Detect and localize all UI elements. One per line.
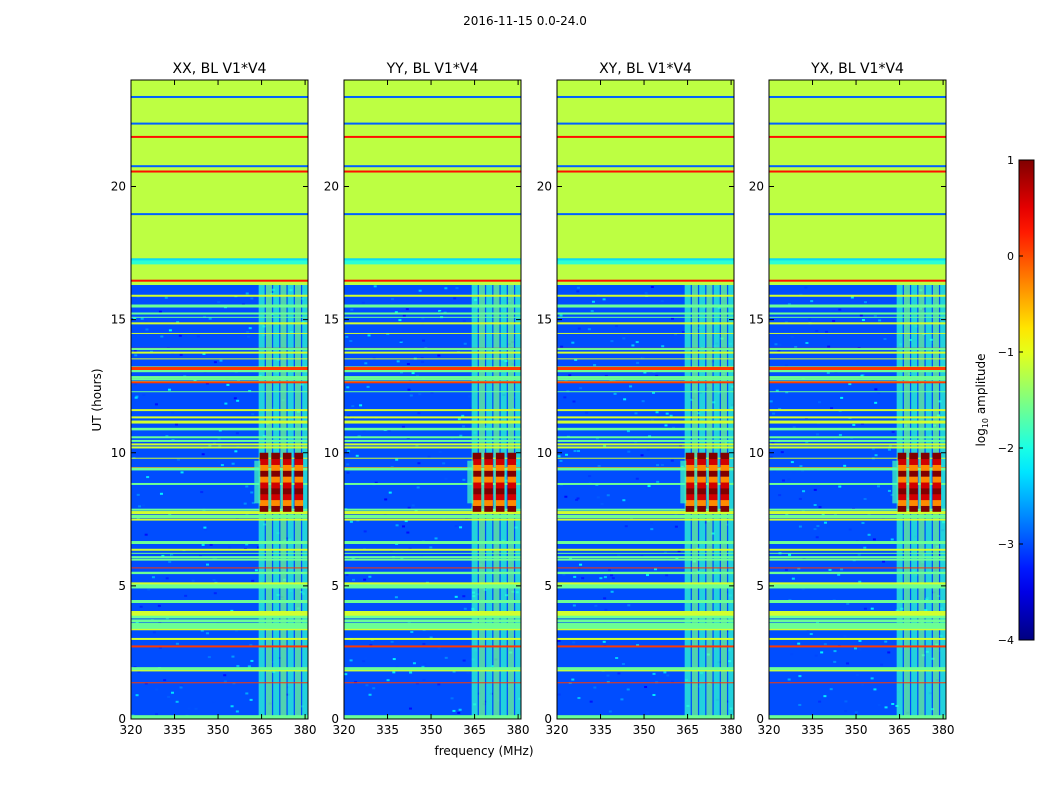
panel-2-frame xyxy=(343,79,522,720)
y-tick-label: 10 xyxy=(111,446,126,460)
x-tick-label: 350 xyxy=(207,723,230,737)
colorbar xyxy=(1018,159,1035,641)
x-axis-label: frequency (MHz) xyxy=(434,744,533,758)
x-tick-label: 365 xyxy=(463,723,486,737)
x-tick-label: 365 xyxy=(250,723,273,737)
y-tick-label: 15 xyxy=(324,313,339,327)
x-tick-label: 380 xyxy=(294,723,317,737)
y-tick-label: 5 xyxy=(331,579,339,593)
panel-4: YX, BL V1*V4 320 335 350 365 380 0 5 10 15 20 xyxy=(749,61,955,737)
x-tick-label: 335 xyxy=(376,723,399,737)
colorbar-tick-label: −3 xyxy=(998,538,1014,551)
y-tick-label: 20 xyxy=(111,180,126,194)
y-axis-label: UT (hours) xyxy=(90,368,104,431)
panel-1-frame xyxy=(130,79,309,720)
x-tick-label: 350 xyxy=(845,723,868,737)
panel-3-image xyxy=(557,80,734,719)
y-tick-label: 15 xyxy=(537,313,552,327)
colorbar-tick-label: −2 xyxy=(998,442,1014,455)
x-tick-label: 320 xyxy=(758,723,781,737)
y-tick-label: 0 xyxy=(756,712,764,726)
panel-1: XX, BL V1*V4 320 335 350 365 380 0 5 10 15 20 xyxy=(111,61,317,737)
y-tick-label: 15 xyxy=(111,313,126,327)
y-tick-label: 20 xyxy=(324,180,339,194)
x-tick-label: 365 xyxy=(676,723,699,737)
panel-3-frame xyxy=(556,79,735,720)
figure-title: 2016-11-15 0.0-24.0 xyxy=(463,14,587,28)
x-tick-label: 335 xyxy=(801,723,824,737)
colorbar-label: log10 amplitude xyxy=(974,354,990,447)
y-tick-label: 10 xyxy=(324,446,339,460)
panel-2-title: YY, BL V1*V4 xyxy=(386,61,479,77)
x-tick-label: 320 xyxy=(333,723,356,737)
y-tick-label: 5 xyxy=(118,579,126,593)
panel-2: YY, BL V1*V4 320 335 350 365 380 0 5 10 15 20 xyxy=(324,61,530,737)
y-tick-label: 15 xyxy=(749,313,764,327)
panel-1-title: XX, BL V1*V4 xyxy=(173,61,267,77)
panel-2-image xyxy=(344,80,521,719)
y-tick-label: 10 xyxy=(749,446,764,460)
panel-3-title: XY, BL V1*V4 xyxy=(599,61,692,77)
x-tick-label: 335 xyxy=(589,723,612,737)
x-tick-label: 335 xyxy=(163,723,186,737)
y-tick-label: 0 xyxy=(331,712,339,726)
y-tick-label: 5 xyxy=(756,579,764,593)
panel-4-image xyxy=(769,80,946,719)
colorbar-tick-label: −4 xyxy=(998,634,1014,647)
y-tick-label: 20 xyxy=(749,180,764,194)
x-tick-label: 320 xyxy=(120,723,143,737)
x-tick-label: 365 xyxy=(888,723,911,737)
x-tick-label: 350 xyxy=(420,723,443,737)
panel-4-frame xyxy=(768,79,947,720)
x-tick-label: 380 xyxy=(720,723,743,737)
x-tick-label: 380 xyxy=(507,723,530,737)
panel-4-title: YX, BL V1*V4 xyxy=(810,61,904,77)
panel-1-image xyxy=(131,80,308,719)
y-tick-label: 10 xyxy=(537,446,552,460)
colorbar-tick-label: −1 xyxy=(998,346,1014,359)
x-tick-label: 320 xyxy=(546,723,569,737)
x-tick-label: 350 xyxy=(633,723,656,737)
x-tick-label: 380 xyxy=(932,723,955,737)
colorbar-tick-label: 0 xyxy=(1007,250,1014,263)
panel-3: XY, BL V1*V4 320 335 350 365 380 0 5 10 15 20 xyxy=(537,61,743,737)
y-tick-label: 0 xyxy=(118,712,126,726)
y-tick-label: 20 xyxy=(537,180,552,194)
y-tick-label: 0 xyxy=(544,712,552,726)
colorbar-tick-label: 1 xyxy=(1007,154,1014,167)
y-tick-label: 5 xyxy=(544,579,552,593)
